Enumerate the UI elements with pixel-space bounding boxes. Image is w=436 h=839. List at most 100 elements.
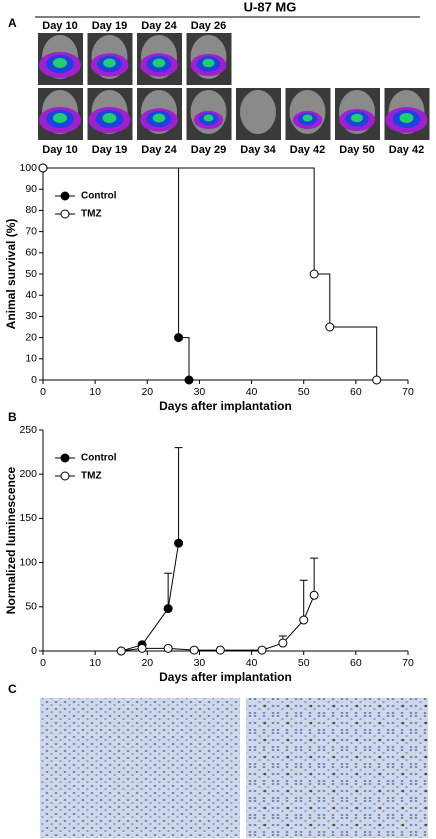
image-label: Day 10 <box>42 20 77 32</box>
y-tick-label: 20 <box>25 331 37 343</box>
legend-label: TMZ <box>81 471 102 482</box>
marker <box>116 646 126 656</box>
error-bar <box>299 579 308 621</box>
y-tick-label: 50 <box>25 601 37 613</box>
y-tick-label: 100 <box>19 556 37 568</box>
x-tick-label: 50 <box>298 657 310 669</box>
marker <box>174 333 184 343</box>
marker <box>309 269 319 279</box>
image-label: Day 34 <box>240 144 276 156</box>
mouse-image-signal <box>152 113 166 123</box>
image-label: Day 29 <box>191 144 226 156</box>
y-tick-label: 70 <box>25 225 37 237</box>
x-tick-label: 0 <box>40 386 46 398</box>
marker <box>257 645 267 655</box>
y-tick-label: 10 <box>25 353 37 365</box>
image-label: Day 42 <box>290 144 325 156</box>
mouse-image-signal <box>202 58 215 68</box>
panel-label: C <box>8 682 17 696</box>
panel-label: B <box>8 410 17 424</box>
y-tick-label: 200 <box>19 468 37 480</box>
mouse-image-signal <box>203 114 214 122</box>
legend-marker <box>60 209 70 219</box>
legend-marker <box>60 191 70 201</box>
x-tick-label: 50 <box>298 386 310 398</box>
x-axis-label: Days after implantation <box>159 670 292 684</box>
legend-label: TMZ <box>81 209 102 220</box>
legend-marker <box>60 453 70 463</box>
legend-marker <box>60 471 70 481</box>
x-tick-label: 70 <box>402 386 414 398</box>
image-label: Day 24 <box>141 20 177 32</box>
x-tick-label: 60 <box>350 386 362 398</box>
marker <box>163 604 173 614</box>
mouse-image-signal <box>103 58 116 68</box>
micrograph <box>40 698 240 838</box>
x-tick-label: 20 <box>141 657 153 669</box>
marker <box>325 322 335 332</box>
mouse-image-signal <box>399 113 414 123</box>
marker <box>184 375 194 385</box>
image-label: Day 42 <box>389 144 424 156</box>
y-tick-label: 90 <box>25 183 37 195</box>
legend-label: Control <box>81 453 117 464</box>
marker <box>309 590 319 600</box>
mouse-image-signal <box>351 113 363 123</box>
x-tick-label: 60 <box>350 657 362 669</box>
figure-title: U-87 MG <box>244 0 297 14</box>
x-tick-label: 40 <box>246 386 258 398</box>
error-bar <box>164 572 173 609</box>
series-line <box>43 167 378 380</box>
x-tick-label: 10 <box>89 657 101 669</box>
y-tick-label: 150 <box>19 512 37 524</box>
image-label: Day 24 <box>141 144 177 156</box>
y-tick-label: 40 <box>25 289 37 301</box>
mouse-image-body <box>240 90 276 134</box>
y-tick-label: 60 <box>25 247 37 259</box>
x-tick-label: 40 <box>246 657 258 669</box>
mouse-image-signal <box>53 58 67 68</box>
image-label: Day 19 <box>92 144 127 156</box>
y-tick-label: 100 <box>19 162 37 174</box>
y-axis-label: Normalized luminescence <box>4 466 18 614</box>
x-axis-label: Days after implantation <box>159 399 292 413</box>
marker <box>278 638 288 648</box>
marker <box>163 643 173 653</box>
x-tick-label: 20 <box>141 386 153 398</box>
marker <box>189 645 199 655</box>
x-tick-label: 10 <box>89 386 101 398</box>
panel-label: A <box>8 16 17 30</box>
mouse-image-signal <box>152 58 166 68</box>
error-bar <box>310 557 319 596</box>
image-label: Day 19 <box>92 20 127 32</box>
x-tick-label: 70 <box>402 657 414 669</box>
marker <box>299 615 309 625</box>
marker <box>137 643 147 653</box>
micrograph <box>246 698 428 838</box>
x-tick-label: 0 <box>40 657 46 669</box>
y-tick-label: 0 <box>31 374 37 386</box>
y-tick-label: 30 <box>25 310 37 322</box>
mouse-image-signal <box>53 113 67 123</box>
mouse-image-signal <box>302 114 313 122</box>
marker <box>174 538 184 548</box>
series-line <box>121 543 180 652</box>
error-bar <box>174 447 183 544</box>
x-tick-label: 30 <box>194 657 206 669</box>
y-tick-label: 50 <box>25 268 37 280</box>
y-tick-label: 80 <box>25 204 37 216</box>
marker <box>38 163 48 173</box>
marker <box>372 375 382 385</box>
legend-label: Control <box>81 191 117 202</box>
image-label: Day 26 <box>191 20 226 32</box>
marker <box>215 645 225 655</box>
image-label: Day 50 <box>339 144 374 156</box>
mouse-image-signal <box>102 113 117 123</box>
x-tick-label: 30 <box>194 386 206 398</box>
y-tick-label: 0 <box>31 645 37 657</box>
y-axis-label: Animal survival (%) <box>4 219 18 330</box>
y-tick-label: 250 <box>19 424 37 436</box>
image-label: Day 10 <box>42 144 77 156</box>
